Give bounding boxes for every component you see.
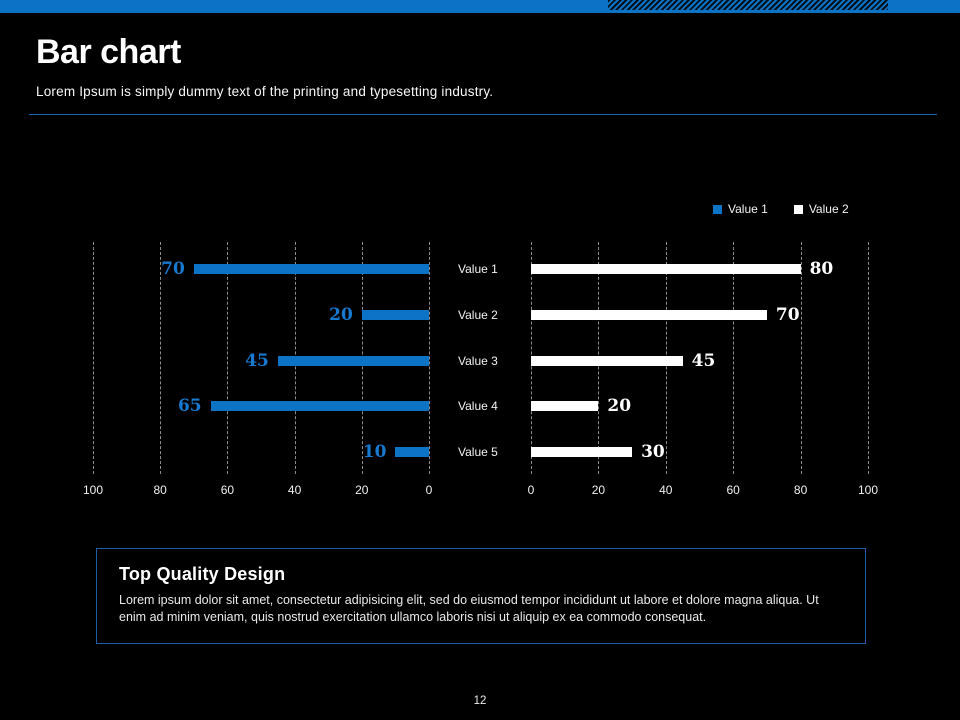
category-label: Value 4 [458, 399, 498, 414]
value2-data-label: 45 [691, 350, 716, 371]
gridline [429, 242, 430, 474]
value2-bar [531, 401, 599, 412]
gridline [733, 242, 735, 474]
category-label: Value 1 [458, 262, 498, 276]
value2-data-label: 20 [607, 396, 632, 417]
value1-data-label: 70 [161, 259, 185, 279]
legend-label: Value 2 [808, 202, 849, 216]
legend-item-value2: Value 2 [793, 202, 849, 216]
legend-label: Value 1 [728, 202, 768, 216]
page-subtitle: Lorem Ipsum is simply dummy text of the … [36, 84, 494, 99]
value1-bar [361, 309, 429, 320]
right-plot: 80 70 45 20 30 [531, 242, 869, 474]
value1-bar [210, 401, 429, 412]
axis-tick-label: 100 [82, 483, 104, 497]
value1-bar [395, 447, 429, 458]
hatch-pattern-decoration [608, 0, 888, 10]
header-divider [29, 114, 937, 115]
value1-data-label: 10 [362, 442, 387, 463]
axis-tick-label: 20 [591, 483, 606, 497]
value2-bar [531, 355, 683, 366]
chart-legend: Value 1 Value 2 [713, 202, 849, 216]
value2-data-label: 70 [775, 304, 800, 325]
gridline [868, 242, 869, 474]
value2-data-label: 80 [809, 259, 834, 279]
value2-bar [531, 264, 801, 274]
axis-tick-label: 0 [527, 483, 535, 497]
page-number: 12 [473, 695, 487, 707]
gridline [227, 242, 229, 474]
value2-data-label: 30 [641, 442, 665, 463]
gridline [160, 242, 162, 474]
value1-bar [193, 264, 429, 274]
tornado-bar-chart: 70 20 45 65 10 80 70 45 20 30 Value 1 Value 2 Valu… [0, 242, 960, 474]
legend-swatch [713, 204, 722, 214]
left-plot: 70 20 45 65 10 [93, 242, 430, 474]
value2-bar [531, 309, 767, 320]
value1-data-label: 20 [329, 304, 353, 325]
gridline [800, 242, 802, 474]
axis-tick-label: 40 [659, 483, 673, 497]
axis-tick-label: 40 [287, 483, 302, 497]
category-label: Value 5 [458, 445, 498, 460]
value1-bar [277, 355, 429, 366]
axis-tick-label: 100 [857, 483, 879, 497]
legend-item-value1: Value 1 [713, 202, 768, 216]
value1-data-label: 45 [245, 350, 269, 371]
gridline [93, 242, 94, 474]
axis-tick-label: 0 [425, 483, 433, 497]
category-label: Value 2 [458, 307, 498, 322]
value1-data-label: 65 [177, 396, 202, 417]
legend-swatch [793, 204, 803, 214]
info-box: Top Quality Design Lorem ipsum dolor sit… [96, 548, 866, 644]
info-box-body: Lorem ipsum dolor sit amet, consectetur … [119, 593, 819, 624]
axis-tick-label: 60 [726, 483, 740, 497]
page-title: Bar chart [36, 33, 181, 71]
value2-bar [531, 447, 633, 458]
category-label: Value 3 [458, 353, 498, 368]
axis-tick-label: 80 [793, 483, 808, 497]
axis-tick-label: 20 [355, 483, 369, 497]
top-accent-bar [0, 0, 960, 13]
axis-tick-label: 60 [220, 483, 235, 497]
axis-tick-label: 80 [153, 483, 167, 497]
info-box-heading: Top Quality Design [119, 564, 286, 584]
